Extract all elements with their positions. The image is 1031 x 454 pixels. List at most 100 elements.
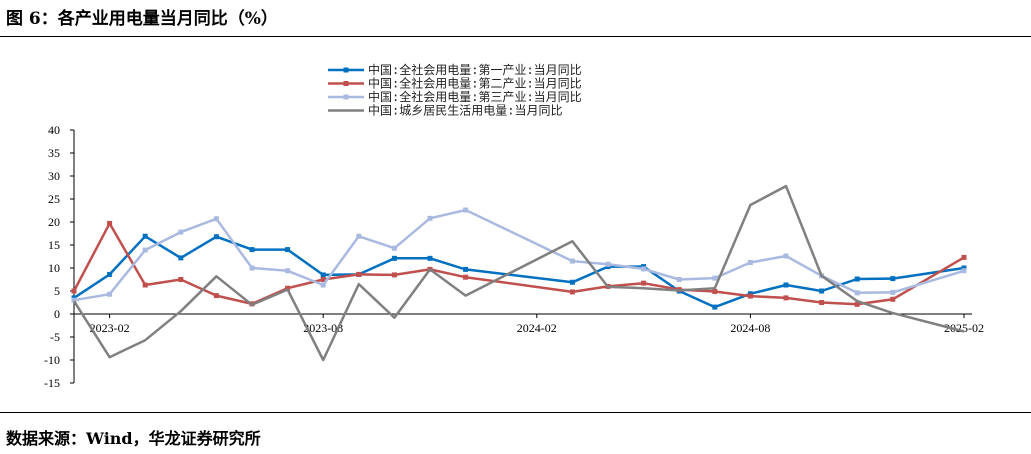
data-point — [391, 255, 397, 261]
data-point — [285, 247, 291, 253]
x-tick-label: 2023-02 — [90, 321, 130, 335]
data-point — [854, 290, 860, 296]
legend-item: 中国:全社会用电量:第三产业:当月同比 — [328, 89, 582, 104]
data-point — [391, 272, 397, 278]
legend-label: 中国:城乡居民生活用电量:当月同比 — [368, 103, 562, 118]
data-point — [427, 255, 433, 261]
source-note: 数据来源：Wind，华龙证券研究所 — [6, 429, 261, 448]
data-point — [747, 293, 753, 299]
data-point — [71, 288, 77, 294]
series-2 — [71, 220, 967, 307]
data-point — [854, 301, 860, 307]
series-1 — [71, 233, 967, 310]
data-point — [783, 282, 789, 288]
data-point — [178, 255, 184, 261]
x-tick-label: 2023-08 — [303, 321, 343, 335]
data-point — [391, 245, 397, 251]
data-point — [569, 289, 575, 295]
bottom-divider — [0, 412, 1031, 413]
y-tick-label: 25 — [48, 192, 60, 206]
data-point — [463, 207, 469, 213]
legend-swatch-marker — [343, 94, 349, 100]
data-point — [320, 282, 326, 288]
legend-item: 中国:全社会用电量:第一产业:当月同比 — [328, 62, 582, 77]
y-tick-label: 0 — [54, 307, 60, 321]
data-point — [890, 289, 896, 295]
chart-legend: 中国:全社会用电量:第一产业:当月同比中国:全社会用电量:第二产业:当月同比中国… — [328, 62, 582, 118]
data-point — [819, 288, 825, 294]
legend-swatch-marker — [343, 81, 349, 86]
data-point — [747, 259, 753, 265]
data-point — [356, 271, 362, 277]
data-point — [783, 253, 789, 259]
data-point — [641, 266, 647, 272]
data-point — [320, 277, 326, 282]
data-point — [569, 258, 575, 264]
y-tick-label: 5 — [54, 284, 60, 298]
data-point — [213, 234, 219, 240]
data-point — [463, 266, 469, 272]
data-point — [783, 295, 789, 301]
data-point — [712, 288, 718, 294]
series-3 — [71, 207, 967, 303]
data-point — [819, 300, 825, 305]
data-point — [213, 293, 219, 299]
data-point — [142, 233, 148, 239]
data-point — [961, 254, 967, 260]
data-point — [285, 268, 291, 274]
chart-axes: -15 -10 -5 0 5 10 15 20 25 30 35 40 2023-02 2023-08 20… — [44, 123, 984, 390]
chart-series — [71, 184, 967, 362]
y-tick-label: 10 — [48, 261, 60, 275]
top-divider — [0, 36, 1031, 37]
data-point — [676, 277, 682, 282]
legend-swatch-marker — [343, 67, 349, 73]
data-point — [249, 265, 255, 271]
data-point — [427, 215, 433, 221]
y-tick-label: 15 — [48, 238, 60, 252]
data-point — [107, 271, 113, 277]
data-point — [641, 280, 647, 286]
data-point — [320, 272, 326, 278]
data-point — [712, 275, 718, 281]
data-point — [356, 233, 362, 239]
page-title: 图 6：各产业用电量当月同比（%） — [6, 9, 278, 29]
legend-item: 中国:城乡居民生活用电量:当月同比 — [328, 103, 562, 118]
y-tick-label: 35 — [48, 146, 60, 160]
data-point — [107, 220, 113, 226]
data-point — [285, 285, 291, 291]
y-tick-label: 20 — [48, 215, 60, 229]
data-point — [890, 276, 896, 282]
data-point — [142, 247, 148, 253]
data-point — [178, 277, 184, 282]
x-tick-label: 2024-08 — [730, 321, 770, 335]
data-point — [71, 297, 77, 303]
data-point — [961, 265, 967, 271]
legend-label: 中国:全社会用电量:第二产业:当月同比 — [368, 76, 582, 91]
legend-label: 中国:全社会用电量:第一产业:当月同比 — [368, 62, 582, 77]
data-point — [249, 247, 255, 253]
y-tick-label: 40 — [48, 123, 60, 137]
x-tick-label: 2024-02 — [517, 321, 557, 335]
data-point — [107, 291, 113, 297]
data-point — [890, 296, 896, 302]
data-point — [712, 304, 718, 310]
data-point — [178, 229, 184, 235]
x-tick-label: 2025-02 — [944, 321, 984, 335]
data-point — [605, 261, 611, 267]
legend-label: 中国:全社会用电量:第三产业:当月同比 — [368, 89, 582, 104]
y-tick-label: -10 — [44, 353, 60, 367]
data-point — [961, 268, 967, 274]
legend-item: 中国:全社会用电量:第二产业:当月同比 — [328, 76, 582, 91]
data-point — [463, 274, 469, 280]
series-line — [72, 184, 965, 362]
data-point — [569, 279, 575, 285]
y-tick-label: 30 — [48, 169, 60, 183]
y-tick-label: -5 — [50, 330, 60, 344]
data-point — [142, 282, 148, 288]
series-4 — [72, 184, 965, 362]
y-tick-label: -15 — [44, 376, 60, 390]
data-point — [854, 276, 860, 282]
data-point — [213, 216, 219, 222]
series-line — [73, 235, 965, 309]
